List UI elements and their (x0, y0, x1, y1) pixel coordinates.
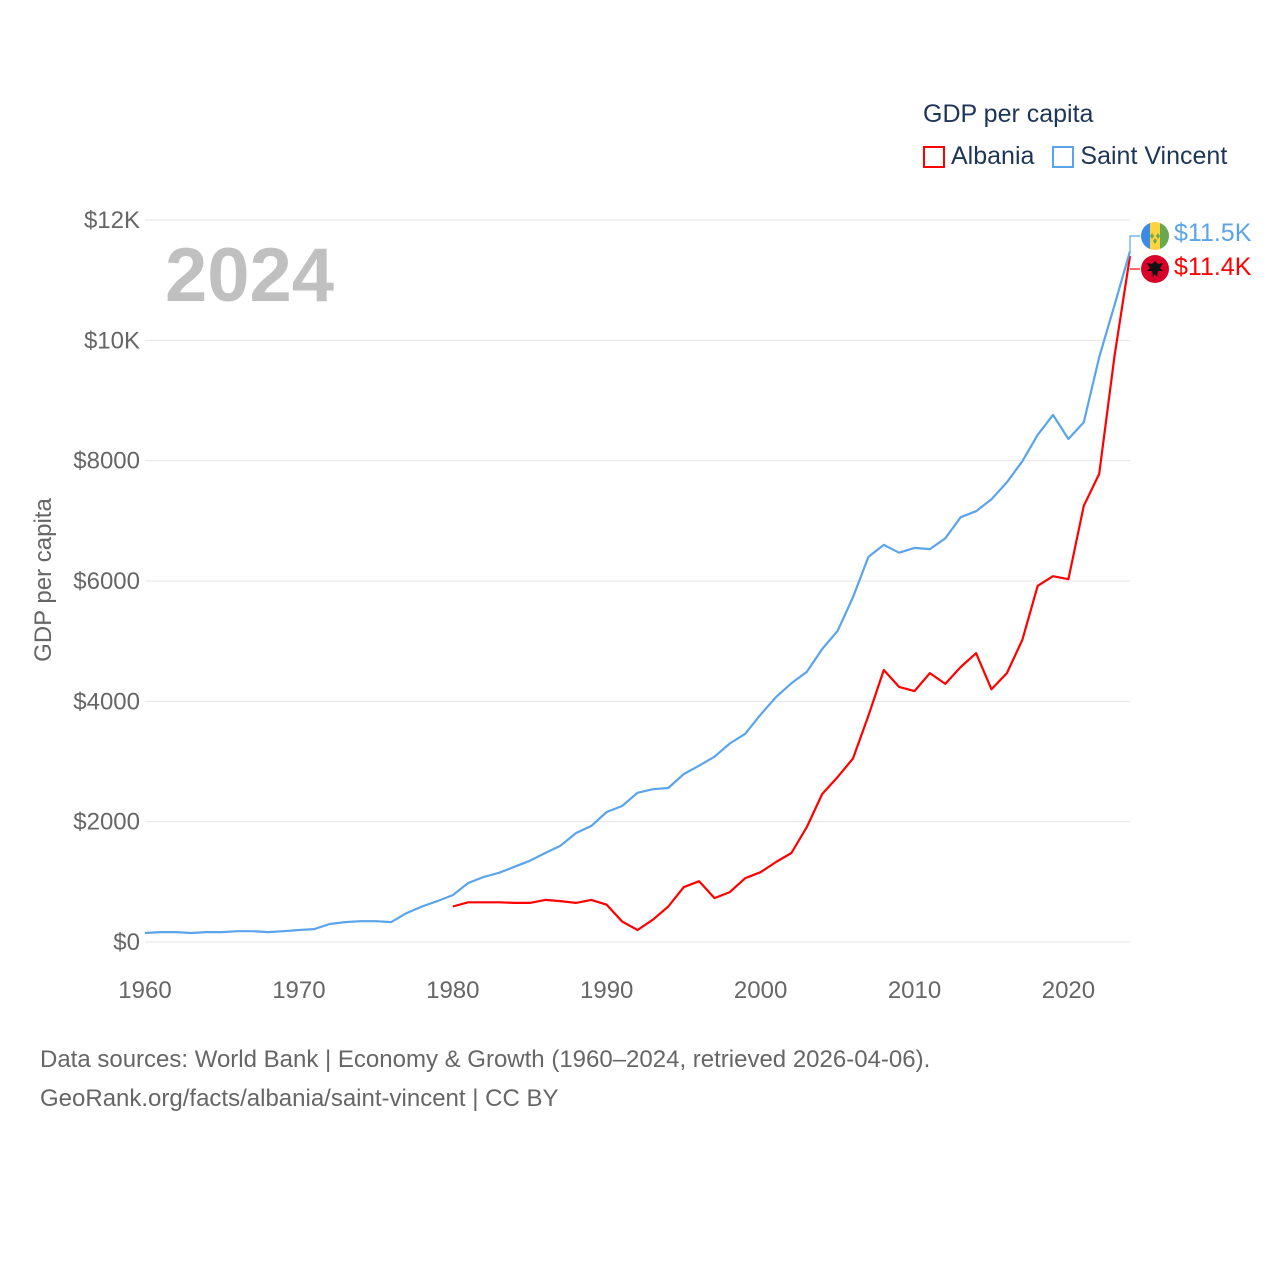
x-tick-label: 1970 (272, 977, 325, 1004)
end-label-saint-vincent: $11.5K (1174, 219, 1252, 247)
x-tick-label: 2020 (1042, 977, 1095, 1004)
current-year-label: 2024 (165, 233, 335, 318)
legend-swatch-saint-vincent (1052, 145, 1075, 168)
y-tick-label: $6000 (73, 568, 140, 595)
y-tick-label: $12K (84, 207, 140, 234)
y-tick-label: $8000 (73, 448, 140, 475)
x-tick-label: 1990 (580, 977, 633, 1004)
legend-title: GDP per capita (923, 100, 1094, 128)
legend: Albania Saint Vincent (923, 142, 1227, 171)
saint-vincent-flag-icon (1141, 222, 1169, 250)
x-tick-label: 2000 (734, 977, 787, 1004)
legend-swatch-albania (923, 145, 945, 168)
legend-item-albania[interactable]: Albania (923, 142, 1034, 171)
series-line-albania (452, 255, 1132, 932)
x-tick-label: 1980 (426, 977, 479, 1004)
legend-label-saint-vincent: Saint Vincent (1080, 142, 1228, 170)
legend-item-saint-vincent[interactable]: Saint Vincent (1052, 142, 1227, 171)
y-tick-label: $0 (113, 929, 140, 956)
source-line-2[interactable]: GeoRank.org/facts/albania/saint-vincent … (40, 1085, 559, 1112)
x-tick-label: 2010 (888, 977, 941, 1004)
connector-saint-vincent (1129, 235, 1140, 252)
source-line-1: Data sources: World Bank | Economy & Gro… (40, 1046, 931, 1073)
series-line-saint-vincent (144, 250, 1132, 935)
y-tick-label: $4000 (73, 688, 140, 715)
y-tick-label: $2000 (73, 809, 140, 836)
y-axis-label: GDP per capita (30, 498, 57, 662)
x-tick-label: 1960 (118, 977, 171, 1004)
albania-flag-icon (1141, 255, 1169, 283)
end-label-albania: $11.4K (1174, 253, 1252, 281)
y-tick-label: $10K (84, 327, 140, 354)
legend-label-albania: Albania (951, 142, 1035, 170)
